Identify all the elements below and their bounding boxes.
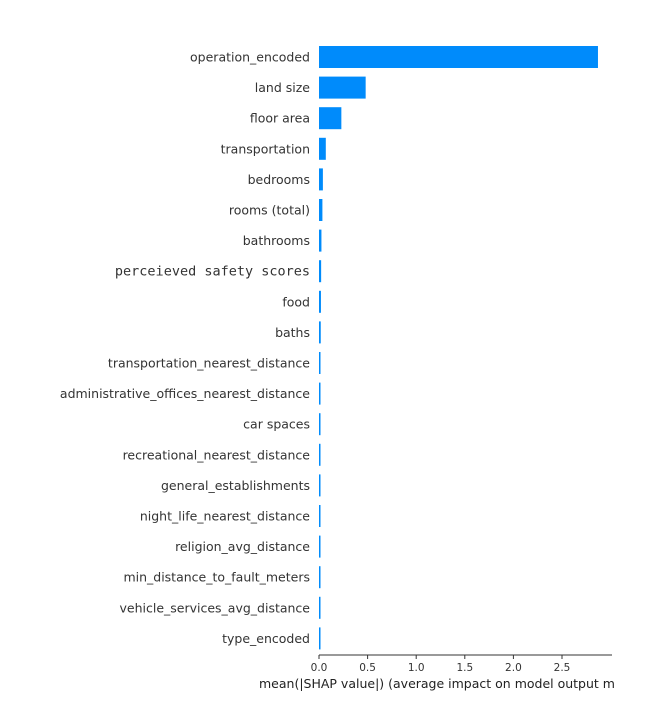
category-label: car spaces (243, 417, 310, 432)
bars-group (319, 46, 598, 650)
bar (319, 413, 321, 436)
bar (319, 321, 321, 344)
category-label: land size (255, 80, 311, 95)
category-label: baths (275, 325, 310, 340)
bar (319, 107, 342, 130)
x-axis-label: mean(|SHAP value|) (average impact on mo… (259, 676, 615, 691)
category-label: night_life_nearest_distance (140, 509, 310, 524)
bar (319, 260, 322, 283)
category-label: religion_avg_distance (175, 539, 310, 554)
x-tick-label: 2.5 (554, 662, 571, 674)
category-label: operation_encoded (190, 50, 310, 65)
category-label: min_distance_to_fault_meters (123, 570, 310, 585)
bar (319, 566, 321, 589)
category-label: perceieved safety scores (115, 264, 310, 280)
category-label: administrative_offices_nearest_distance (60, 386, 310, 401)
bar (319, 443, 321, 466)
category-label: vehicle_services_avg_distance (119, 600, 310, 615)
bar (319, 290, 321, 313)
category-label: bedrooms (248, 172, 310, 187)
x-tick-label: 0.0 (311, 662, 328, 674)
category-label: general_establishments (161, 478, 310, 493)
category-label: transportation (221, 141, 310, 156)
x-tick-label: 0.5 (359, 662, 376, 674)
category-label: floor area (250, 111, 310, 126)
category-label: bathrooms (243, 233, 310, 248)
x-tick-label: 2.0 (505, 662, 522, 674)
bar (319, 168, 323, 191)
x-tick-label: 1.5 (456, 662, 473, 674)
bar (319, 76, 366, 99)
bar (319, 199, 323, 221)
category-label: food (282, 294, 310, 309)
bar (319, 137, 326, 160)
bar (319, 535, 321, 558)
bar (319, 596, 321, 619)
category-label: rooms (total) (229, 203, 310, 218)
category-label: transportation_nearest_distance (108, 356, 310, 371)
x-ticks: 0.0 0.5 1.0 1.5 2.0 2.5 (311, 655, 571, 674)
bar (319, 474, 321, 497)
bar (319, 505, 321, 527)
category-label: type_encoded (222, 631, 310, 646)
bar (319, 352, 321, 374)
x-tick-label: 1.0 (408, 662, 425, 674)
category-label: recreational_nearest_distance (123, 447, 311, 462)
bar (319, 229, 322, 252)
bar (319, 627, 321, 650)
bar (319, 46, 598, 68)
bar (319, 382, 321, 405)
